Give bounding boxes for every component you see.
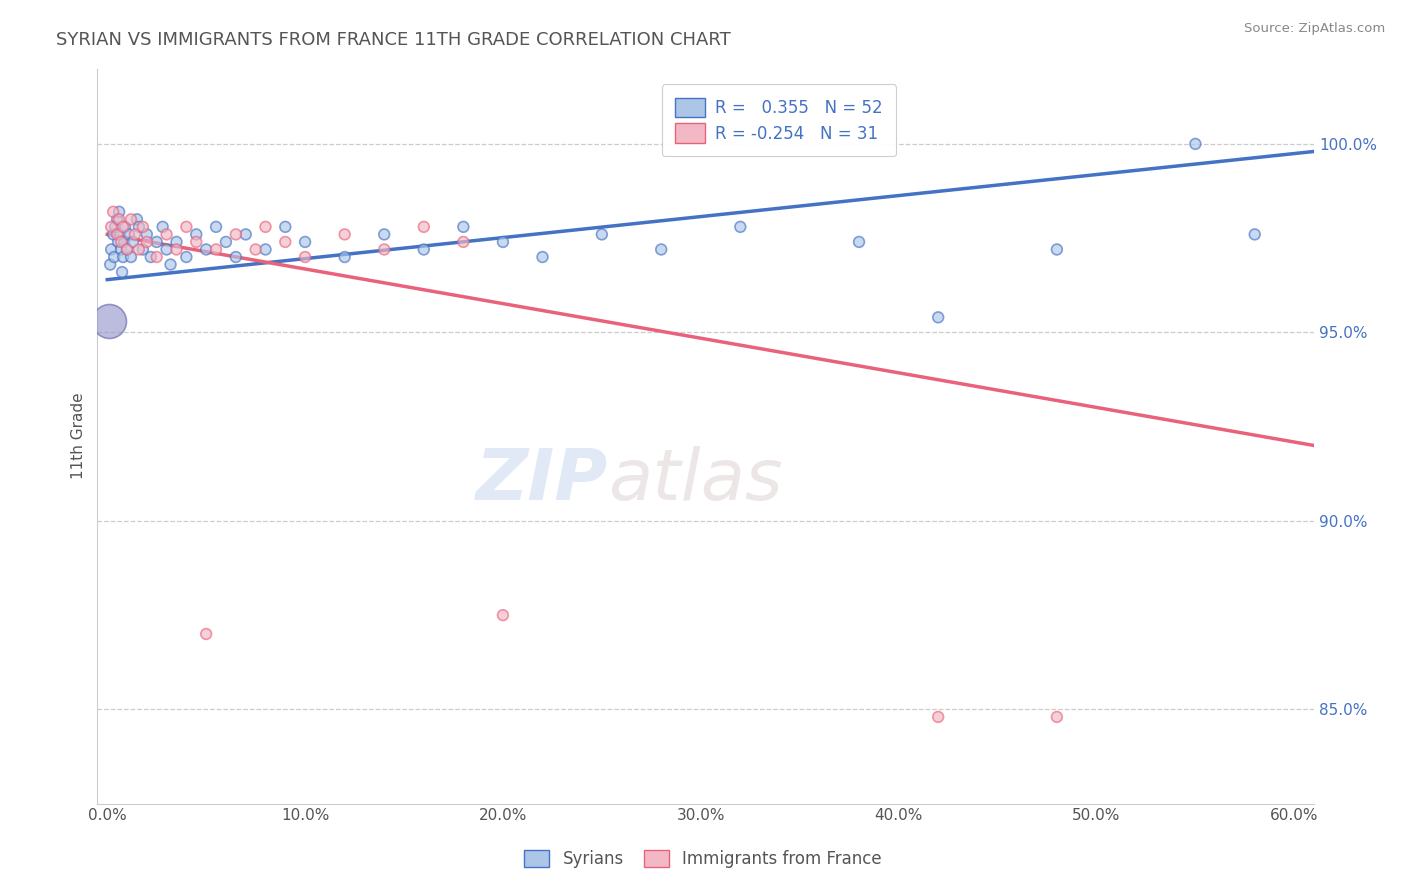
Point	[100, 219, 122, 234]
Point	[166, 235, 188, 249]
Point	[225, 250, 247, 264]
Legend: Syrians, Immigrants from France: Syrians, Immigrants from France	[517, 843, 889, 875]
Point	[98, 258, 121, 272]
Point	[139, 250, 162, 264]
Point	[111, 265, 134, 279]
Point	[100, 243, 122, 257]
Point	[186, 227, 208, 242]
Point	[492, 608, 515, 623]
Point	[412, 243, 434, 257]
Point	[848, 235, 870, 249]
Point	[112, 250, 135, 264]
Point	[132, 219, 155, 234]
Point	[650, 243, 672, 257]
Point	[105, 212, 128, 227]
Point	[103, 250, 125, 264]
Point	[132, 243, 155, 257]
Point	[135, 235, 157, 249]
Point	[254, 243, 277, 257]
Point	[112, 219, 135, 234]
Point	[98, 314, 121, 328]
Point	[453, 219, 475, 234]
Point	[373, 227, 395, 242]
Point	[115, 243, 138, 257]
Point	[274, 219, 297, 234]
Legend: R =   0.355   N = 52, R = -0.254   N = 31: R = 0.355 N = 52, R = -0.254 N = 31	[662, 84, 896, 156]
Text: Source: ZipAtlas.com: Source: ZipAtlas.com	[1244, 22, 1385, 36]
Point	[531, 250, 554, 264]
Point	[1184, 136, 1206, 151]
Point	[333, 227, 356, 242]
Text: atlas: atlas	[609, 446, 783, 515]
Point	[591, 227, 613, 242]
Point	[108, 227, 131, 242]
Point	[135, 227, 157, 242]
Point	[1243, 227, 1265, 242]
Point	[166, 243, 188, 257]
Point	[730, 219, 752, 234]
Point	[927, 710, 949, 724]
Point	[107, 235, 129, 249]
Point	[453, 235, 475, 249]
Text: SYRIAN VS IMMIGRANTS FROM FRANCE 11TH GRADE CORRELATION CHART: SYRIAN VS IMMIGRANTS FROM FRANCE 11TH GR…	[56, 31, 731, 49]
Point	[118, 227, 141, 242]
Point	[225, 227, 247, 242]
Point	[492, 235, 515, 249]
Point	[205, 243, 228, 257]
Point	[124, 227, 146, 242]
Point	[101, 204, 124, 219]
Point	[120, 212, 142, 227]
Point	[155, 243, 177, 257]
Point	[1046, 710, 1069, 724]
Point	[274, 235, 297, 249]
Point	[412, 219, 434, 234]
Point	[101, 227, 124, 242]
Point	[120, 250, 142, 264]
Point	[145, 250, 167, 264]
Point	[114, 219, 136, 234]
Point	[294, 235, 316, 249]
Point	[110, 235, 132, 249]
Point	[110, 243, 132, 257]
Point	[104, 219, 127, 234]
Point	[254, 219, 277, 234]
Point	[195, 243, 218, 257]
Point	[215, 235, 238, 249]
Point	[128, 243, 150, 257]
Point	[108, 212, 131, 227]
Text: ZIP: ZIP	[477, 446, 609, 515]
Point	[176, 250, 198, 264]
Point	[235, 227, 257, 242]
Point	[145, 235, 167, 249]
Point	[1046, 243, 1069, 257]
Point	[333, 250, 356, 264]
Point	[125, 212, 148, 227]
Point	[105, 227, 128, 242]
Point	[245, 243, 267, 257]
Point	[195, 627, 218, 641]
Point	[108, 204, 131, 219]
Point	[122, 235, 145, 249]
Point	[128, 219, 150, 234]
Point	[152, 219, 174, 234]
Point	[205, 219, 228, 234]
Y-axis label: 11th Grade: 11th Grade	[72, 392, 86, 479]
Point	[373, 243, 395, 257]
Point	[176, 219, 198, 234]
Point	[927, 310, 949, 325]
Point	[155, 227, 177, 242]
Point	[159, 258, 181, 272]
Point	[294, 250, 316, 264]
Point	[115, 243, 138, 257]
Point	[186, 235, 208, 249]
Point	[112, 235, 135, 249]
